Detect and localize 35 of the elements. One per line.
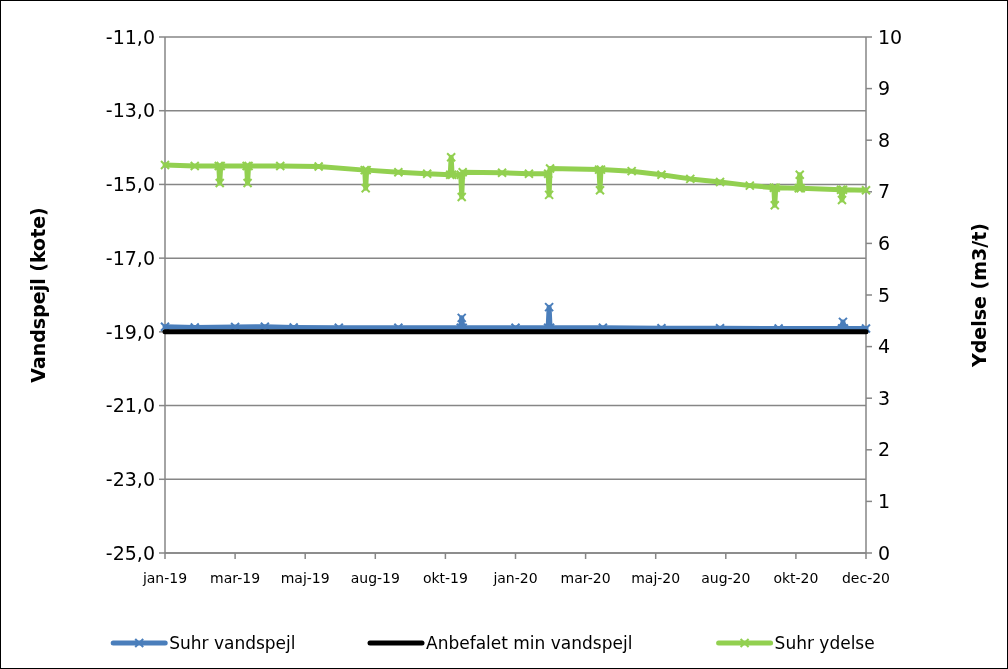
y2-tick-label: 1 [878,490,891,513]
y2-axis-title: Ydelse (m3/t) [968,223,990,368]
legend-label: Suhr ydelse [774,632,875,653]
legend-label: Suhr vandspejl [169,632,296,653]
y-tick-label: -17,0 [105,246,155,269]
x-tick-label: mar-19 [210,570,261,586]
y2-tick-label: 6 [878,232,891,255]
y2-tick-label: 2 [878,438,891,461]
y-tick-label: -21,0 [105,394,155,417]
y-axis-title: Vandspejl (kote) [27,207,49,383]
x-tick-label: okt-20 [773,570,819,586]
y2-tick-label: 4 [878,335,891,358]
x-tick-label: aug-20 [701,570,751,586]
y2-tick-label: 9 [878,77,891,100]
y-tick-label: -25,0 [105,541,155,564]
x-tick-label: okt-19 [422,570,468,586]
x-tick-label: maj-20 [631,570,681,586]
x-tick-label: jan-19 [141,570,188,586]
x-tick-label: jan-20 [492,570,538,586]
y2-tick-label: 5 [878,283,891,306]
y2-tick-label: 8 [878,128,891,151]
y2-tick-label: 3 [878,386,891,409]
y-tick-label: -11,0 [105,25,155,48]
y2-tick-label: 0 [878,541,891,564]
y2-tick-label: 7 [878,180,891,203]
y-tick-label: -15,0 [105,173,155,196]
y2-tick-label: 10 [878,25,903,48]
x-tick-label: maj-19 [280,570,330,586]
x-tick-label: dec-20 [841,570,891,586]
y-tick-label: -13,0 [105,99,155,122]
legend-label: Anbefalet min vandspejl [426,632,633,653]
x-tick-label: mar-20 [560,570,611,586]
x-tick-label: aug-19 [350,570,400,586]
y-tick-label: -23,0 [105,467,155,490]
y-tick-label: -19,0 [105,320,155,343]
